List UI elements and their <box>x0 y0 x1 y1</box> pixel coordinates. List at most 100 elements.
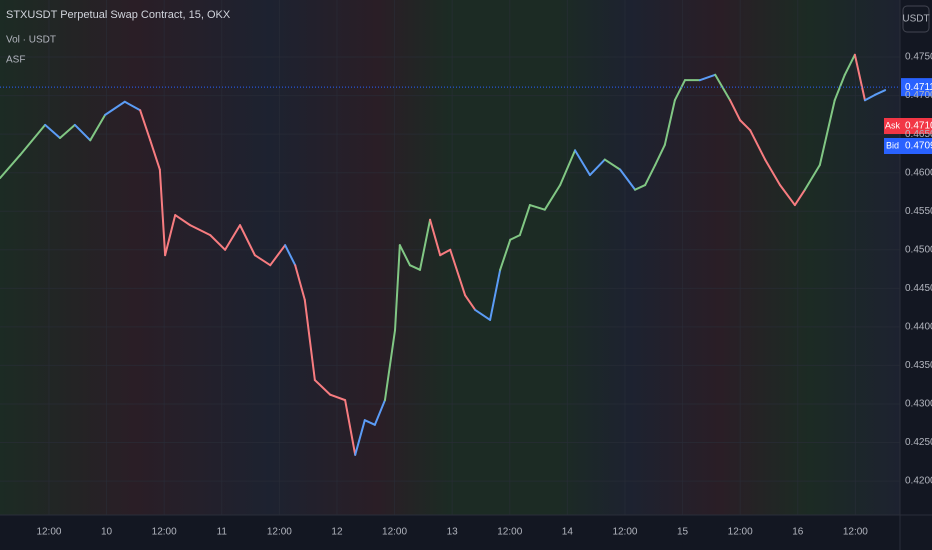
price-segment <box>419 218 432 271</box>
price-segment <box>714 73 732 102</box>
price-segment <box>489 268 502 321</box>
price-segment <box>59 123 76 140</box>
price-segment <box>149 139 161 171</box>
price-segment <box>439 248 452 257</box>
price-segment <box>779 184 796 207</box>
x-tick-label: 10 <box>101 527 113 538</box>
price-segment <box>383 328 397 402</box>
price-segment <box>803 163 821 191</box>
price-tags: 0.4711 Ask 0.4710 Bid 0.4709 <box>0 78 932 154</box>
price-segment <box>663 99 676 146</box>
price-segment <box>19 123 47 156</box>
price-segment <box>698 73 717 82</box>
price-segment <box>239 224 256 257</box>
indicator-label: ASF <box>6 55 25 66</box>
price-segment <box>588 158 606 177</box>
x-tick-label: 12:00 <box>382 527 407 538</box>
price-segment <box>764 158 781 187</box>
x-tick-label: 12:00 <box>152 527 177 538</box>
currency-label[interactable]: USDT <box>902 14 929 25</box>
price-segment <box>528 204 546 211</box>
price-segment <box>474 308 492 321</box>
price-segment <box>224 224 241 251</box>
price-segment <box>344 399 357 456</box>
price-segment <box>634 184 647 191</box>
price-segment <box>603 158 622 171</box>
x-tick-label: 12:00 <box>267 527 292 538</box>
ask-name: Ask <box>885 120 901 130</box>
price-segment <box>429 218 442 257</box>
price-segment <box>189 224 212 237</box>
x-tick-label: 16 <box>792 527 804 538</box>
y-tick-label: 0.4750 <box>905 52 932 63</box>
last-price-label: 0.4711 <box>905 82 932 93</box>
price-segment <box>104 100 126 116</box>
price-segment <box>499 238 512 271</box>
x-tick-label: 13 <box>447 527 459 538</box>
price-segment <box>394 244 401 331</box>
x-tick-label: 12:00 <box>612 527 637 538</box>
bid-value: 0.4709 <box>905 141 932 152</box>
price-segment <box>644 163 657 187</box>
price-segment <box>354 419 366 456</box>
bid-name-tag <box>884 138 901 154</box>
price-segment <box>313 379 332 396</box>
price-segment <box>329 393 347 402</box>
price-segment <box>253 254 272 267</box>
price-segment <box>303 298 316 382</box>
price-segment <box>398 244 411 267</box>
price-segment <box>363 419 376 426</box>
price-segment <box>174 214 192 227</box>
price-segment <box>89 113 107 142</box>
price-segment <box>749 129 767 161</box>
price-segment <box>0 153 22 180</box>
x-tick-label: 12:00 <box>36 527 61 538</box>
price-segment <box>73 123 92 142</box>
price-segment <box>574 149 591 177</box>
price-segment <box>518 204 531 237</box>
price-segment <box>509 234 521 241</box>
price-segment <box>139 109 152 142</box>
x-tick-label: 14 <box>562 527 574 538</box>
price-segment <box>863 93 877 102</box>
x-tick-label: 12:00 <box>843 527 868 538</box>
price-segment <box>843 53 856 76</box>
price-segment <box>874 89 887 96</box>
price-segment <box>729 99 742 122</box>
price-segment <box>833 73 846 102</box>
price-segment <box>44 123 61 140</box>
x-tick-label: 12:00 <box>497 527 522 538</box>
grid <box>0 0 900 515</box>
x-tick-label: 15 <box>677 527 689 538</box>
price-segment <box>793 188 806 207</box>
price-segment <box>284 244 297 267</box>
price-segment <box>739 119 752 132</box>
price-segment <box>673 79 686 102</box>
price-segment <box>408 264 421 271</box>
price-segment <box>373 399 386 426</box>
price-segment <box>559 149 577 187</box>
currency-button[interactable] <box>902 5 930 33</box>
x-tick-label: 12 <box>331 527 343 538</box>
ask-name-tag <box>884 118 901 134</box>
price-line <box>0 53 887 456</box>
indicator-label: Vol · USDT <box>6 35 56 46</box>
price-segment <box>853 53 866 102</box>
price-segment <box>619 168 637 191</box>
price-segment <box>654 143 666 166</box>
bid-value-tag <box>901 138 932 154</box>
plot-background <box>0 0 900 515</box>
bid-name: Bid <box>886 140 899 150</box>
ask-value-tag <box>901 118 932 134</box>
price-segment <box>123 100 142 112</box>
price-segment <box>209 234 227 251</box>
price-segment <box>543 184 562 211</box>
